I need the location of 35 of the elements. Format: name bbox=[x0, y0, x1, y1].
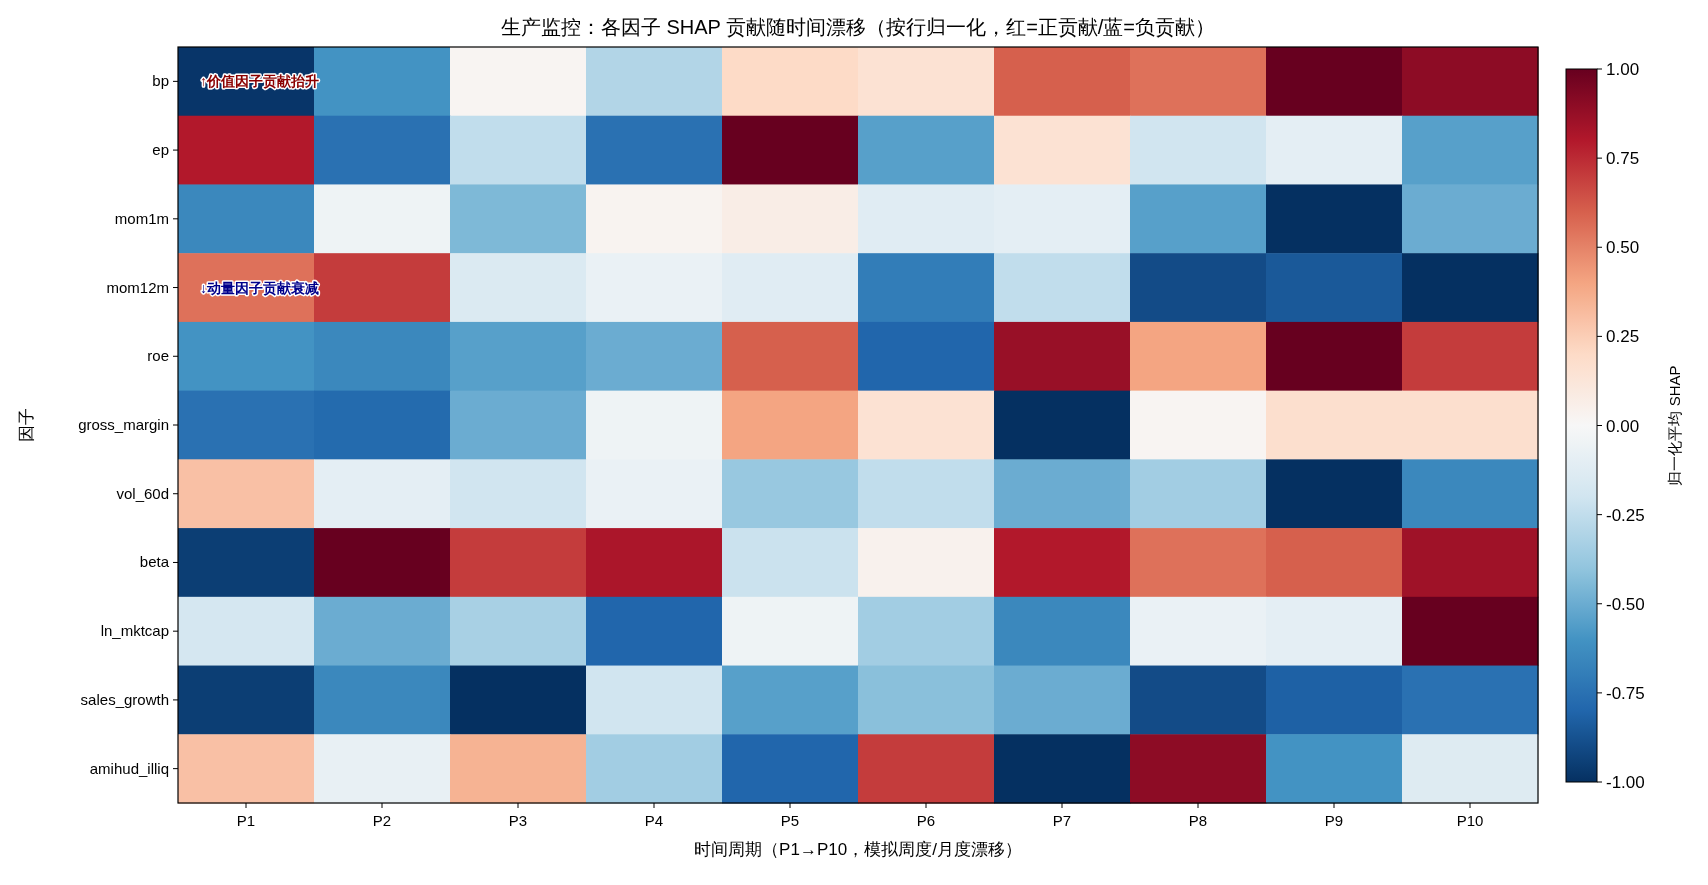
y-tick-label: mom12m bbox=[106, 278, 169, 296]
x-tick-label: P4 bbox=[644, 812, 664, 829]
x-tick-label: P10 bbox=[1456, 812, 1484, 829]
color-bar-label: 1.00 bbox=[1606, 60, 1640, 79]
x-tick-label: P9 bbox=[1324, 812, 1344, 829]
color-bar-label: -0.25 bbox=[1606, 505, 1645, 525]
y-tick-label: vol_60d bbox=[116, 484, 169, 502]
color-bar-label: -0.75 bbox=[1606, 683, 1645, 703]
color-bar-label: 0.75 bbox=[1606, 149, 1640, 169]
color-bar-title: 归一化平均 SHAP bbox=[1666, 365, 1683, 486]
x-tick-label: P6 bbox=[916, 812, 936, 829]
y-tick-label: beta bbox=[139, 553, 170, 571]
y-tick-label: sales_growth bbox=[80, 690, 169, 708]
annotation: ↓动量因子贡献衰减 bbox=[200, 279, 320, 296]
x-axis-title: 时间周期（P1→P10，模拟周度/月度漂移） bbox=[694, 840, 1022, 859]
y-tick-label: ep bbox=[152, 141, 169, 159]
color-bar-label: -1.00 bbox=[1606, 773, 1645, 792]
y-tick-label: bp bbox=[152, 72, 169, 90]
y-axis-title: 因子 bbox=[17, 408, 36, 442]
color-bar-label: -0.50 bbox=[1606, 594, 1645, 614]
y-tick-label: gross_margin bbox=[78, 416, 169, 433]
x-tick-label: P3 bbox=[508, 812, 528, 829]
x-tick-label: P8 bbox=[1188, 812, 1208, 829]
x-tick-label: P5 bbox=[780, 812, 800, 829]
y-tick-label: mom1m bbox=[114, 209, 169, 227]
color-bar-label: 0.50 bbox=[1606, 238, 1640, 258]
x-tick-label: P7 bbox=[1052, 812, 1072, 829]
chart-title: 生产监控：各因子 SHAP 贡献随时间漂移（按行归一化，红=正贡献/蓝=负贡献） bbox=[500, 16, 1216, 38]
y-tick-label: roe bbox=[147, 347, 169, 365]
x-tick-label: P2 bbox=[372, 812, 392, 829]
color-bar-label: 0.25 bbox=[1606, 327, 1640, 347]
x-tick-label: P1 bbox=[236, 812, 256, 829]
y-tick-label: amihud_illiq bbox=[89, 759, 169, 777]
y-tick-label: ln_mktcap bbox=[100, 622, 169, 640]
color-bar-label: 0.00 bbox=[1606, 416, 1640, 436]
